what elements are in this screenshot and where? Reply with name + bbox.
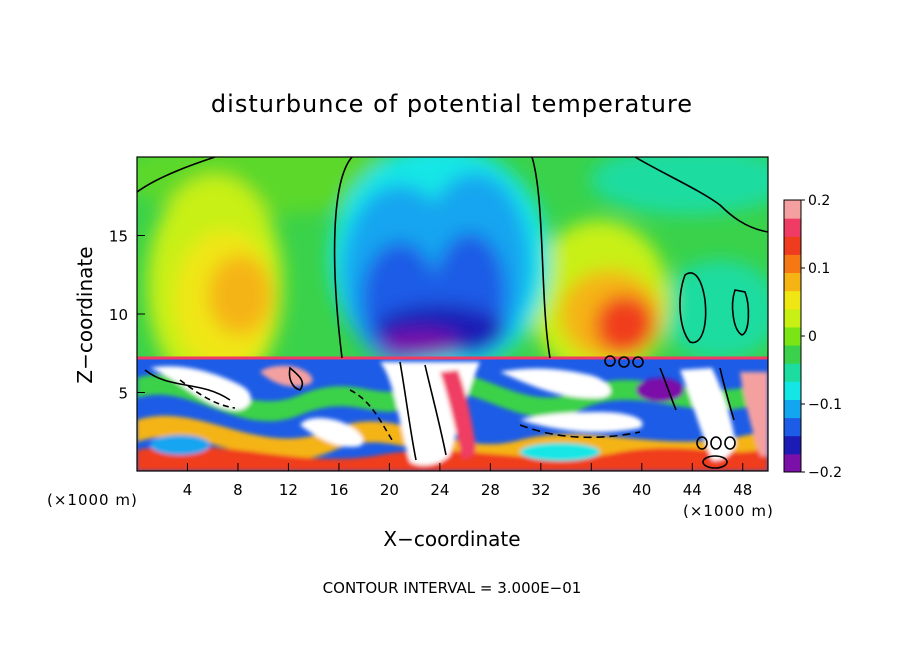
x-unit-left: (×1000 m)	[47, 491, 138, 509]
contour-lines	[137, 157, 768, 469]
colorbar-band	[784, 254, 801, 274]
x-tick-label: 44	[683, 481, 702, 499]
x-tick-label: 12	[279, 481, 298, 499]
x-tick-label: 28	[481, 481, 500, 499]
plot-area	[137, 157, 768, 471]
colorbar-band	[784, 236, 801, 255]
colorbar-tick-label: 0.2	[808, 193, 830, 209]
colorbar-tick-label: 0	[808, 329, 817, 345]
contour-interval-note: CONTOUR INTERVAL = 3.000E−01	[323, 579, 582, 597]
colorbar-band	[784, 363, 801, 382]
x-tick-label: 24	[430, 481, 449, 499]
colorbar-band	[784, 453, 801, 473]
x-tick-label: 36	[582, 481, 601, 499]
x-tick-label: 8	[233, 481, 243, 499]
x-tick-label: 4	[183, 481, 193, 499]
lower-turbulent-layer	[137, 356, 768, 471]
colorbar-band	[784, 417, 801, 437]
colorbar-tick-label: 0.1	[808, 261, 830, 277]
colorbar-tick-label: −0.2	[808, 465, 842, 481]
y-tick-label: 10	[109, 306, 128, 324]
colorbar-band	[784, 200, 801, 219]
colorbar-band	[784, 218, 801, 237]
colorbar-band	[784, 381, 801, 400]
x-tick-label: 48	[733, 481, 752, 499]
colorbar-band	[784, 399, 801, 419]
colorbar-band	[784, 345, 801, 364]
colorbar-band	[784, 290, 801, 310]
colorbar-band	[784, 326, 801, 346]
y-axis-ticks: 5 10 15	[109, 228, 145, 403]
colorbar: 0.2 0.1 0 −0.1 −0.2	[783, 193, 842, 481]
x-tick-label: 40	[632, 481, 651, 499]
upper-field	[137, 157, 768, 395]
x-tick-label: 20	[380, 481, 399, 499]
colorbar-tick-label: −0.1	[808, 397, 842, 413]
colorbar-band	[784, 435, 801, 455]
x-tick-label: 32	[531, 481, 550, 499]
colorbar-band	[784, 272, 801, 292]
colorbar-ticks: 0.2 0.1 0 −0.1 −0.2	[801, 193, 842, 481]
chart-title: disturbunce of potential temperature	[211, 90, 693, 118]
x-axis-ticks: 4 8 12 16 20 24 28 32 36 40 44 48	[183, 463, 752, 499]
x-axis-label: X−coordinate	[383, 527, 520, 551]
colorbar-band	[784, 308, 801, 328]
colorbar-bands	[784, 200, 801, 473]
x-tick-label: 16	[329, 481, 348, 499]
y-tick-label: 15	[109, 228, 128, 246]
y-tick-label: 5	[118, 385, 128, 403]
y-axis-label: Z−coordinate	[73, 246, 97, 383]
x-unit-right: (×1000 m)	[683, 502, 774, 520]
